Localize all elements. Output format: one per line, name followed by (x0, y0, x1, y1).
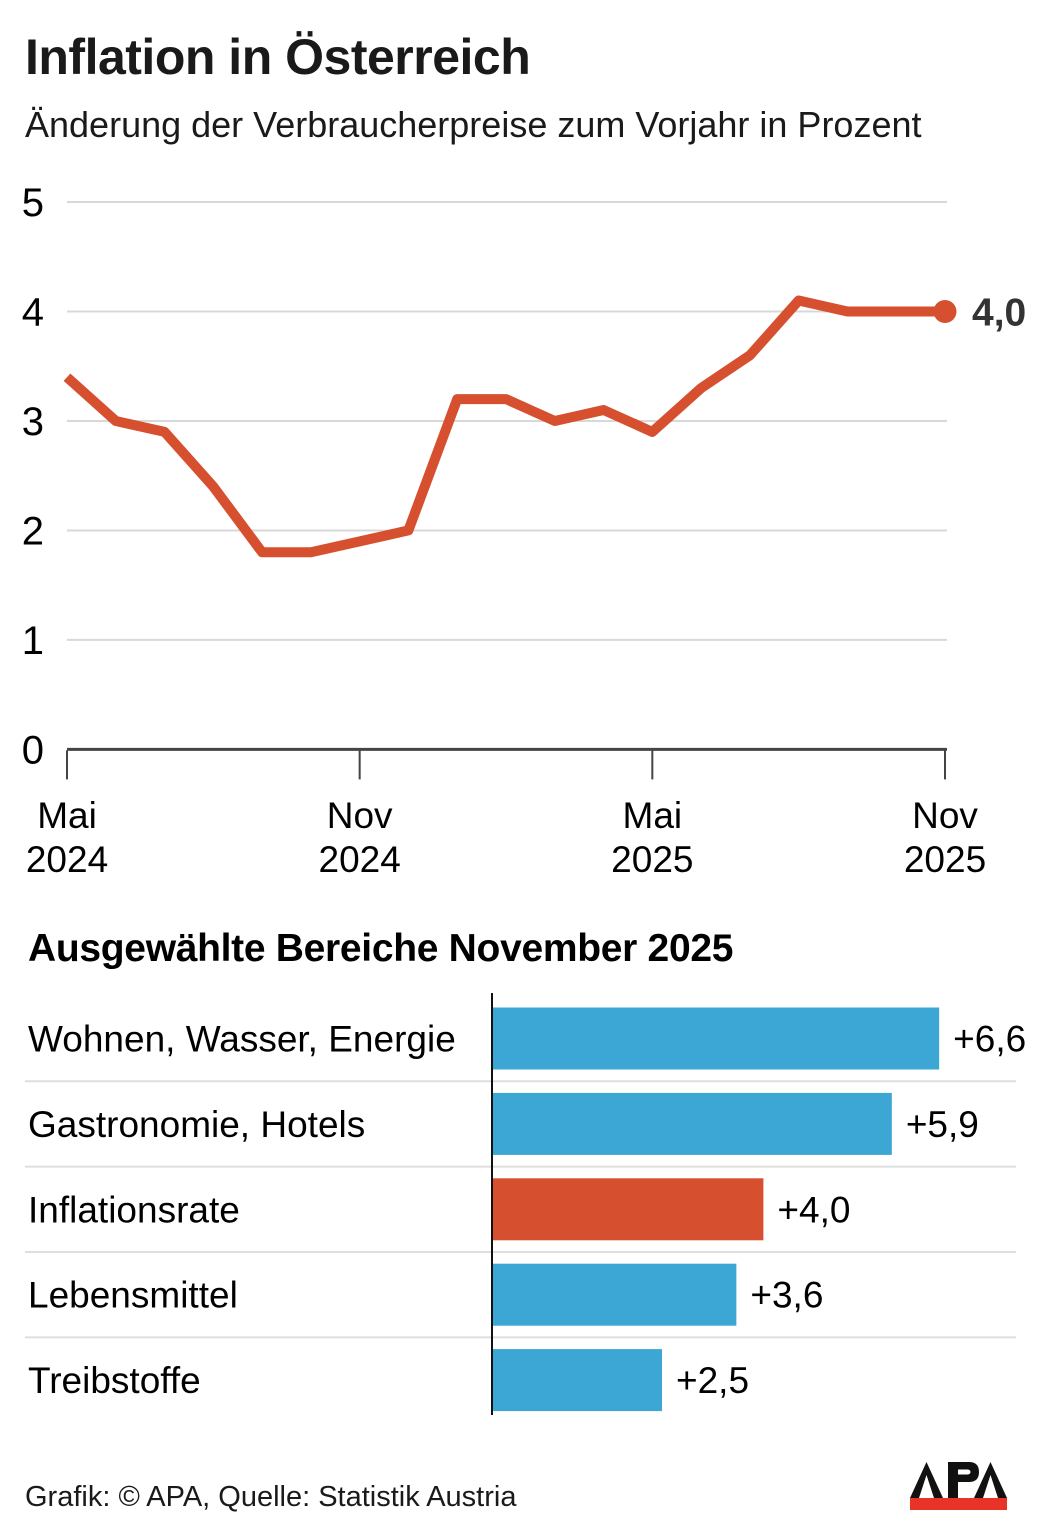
bar-section-title: Ausgewählte Bereiche November 2025 (28, 927, 734, 970)
line-end-dot (933, 299, 957, 323)
x-axis-label-year: 2024 (26, 839, 108, 880)
bar (493, 1007, 940, 1070)
x-axis-label-month: Mai (37, 795, 97, 836)
bar-category-label: Inflationsrate (28, 1189, 240, 1230)
bar-category-label: Wohnen, Wasser, Energie (28, 1019, 456, 1060)
y-axis-label: 4 (22, 290, 44, 334)
x-axis-label-month: Mai (623, 795, 683, 836)
x-axis-label-year: 2024 (319, 839, 401, 880)
apa-logo-letters (910, 1462, 1007, 1498)
y-axis-label: 3 (22, 400, 44, 444)
credit-text: Grafik: © APA, Quelle: Statistik Austria (25, 1481, 517, 1513)
x-axis-label-year: 2025 (904, 839, 986, 880)
chart-title: Inflation in Österreich (25, 29, 531, 85)
bar-category-label: Treibstoffe (28, 1360, 201, 1401)
bar (493, 1263, 737, 1326)
bar-value-label: +6,6 (953, 1019, 1026, 1060)
y-axis-label: 2 (22, 509, 44, 553)
apa-logo-red-bar (910, 1498, 1007, 1510)
bar-value-label: +3,6 (750, 1275, 823, 1316)
bar-value-label: +2,5 (676, 1360, 749, 1401)
y-axis-label: 5 (22, 181, 44, 225)
line-end-value-label: 4,0 (972, 291, 1026, 334)
bar (493, 1178, 764, 1241)
y-axis-label: 1 (22, 619, 44, 663)
x-axis-label-month: Nov (327, 795, 393, 836)
bar-category-label: Lebensmittel (28, 1275, 238, 1316)
y-axis-label: 0 (22, 728, 44, 772)
bar-value-label: +4,0 (777, 1189, 850, 1230)
sector-bar-chart: Wohnen, Wasser, Energie +6,6 Gastronomie, … (25, 993, 1026, 1415)
bar (493, 1349, 662, 1412)
chart-subtitle: Änderung der Verbraucherpreise zum Vorja… (25, 104, 922, 145)
apa-logo (910, 1462, 1007, 1510)
inflation-line (63, 295, 945, 558)
x-axis-label-month: Nov (912, 795, 978, 836)
x-axis-label-year: 2025 (611, 839, 693, 880)
bar (493, 1092, 892, 1155)
bar-category-label: Gastronomie, Hotels (28, 1104, 365, 1145)
bar-value-label: +5,9 (906, 1104, 979, 1145)
